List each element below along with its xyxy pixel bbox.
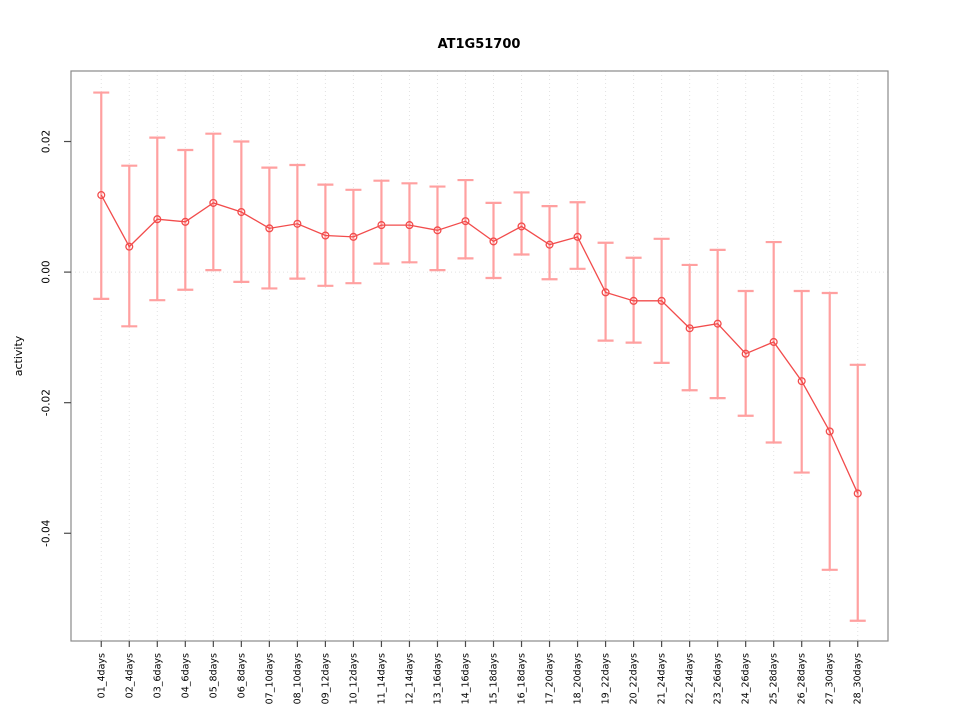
data-point-22_24days (685, 324, 694, 333)
data-point-10_12days (349, 232, 358, 241)
data-point-27_30days (825, 427, 834, 436)
x-tick-label-20_22days: 20_22days (629, 653, 640, 704)
x-tick-label-08_10days: 08_10days (292, 653, 303, 704)
data-point-12_14days (405, 221, 414, 230)
data-point-05_8days (209, 198, 218, 207)
data-point-02_4days (125, 242, 134, 251)
data-point-15_18days (489, 237, 498, 246)
y-tick-label-0.00: 0.00 (41, 260, 53, 283)
data-point-26_28days (797, 377, 806, 386)
error-bar-15_18days (485, 201, 502, 280)
x-tick-label-16_18days: 16_18days (517, 653, 528, 704)
x-tick-label-27_30days: 27_30days (825, 653, 836, 704)
y-tick-label--0.02: -0.02 (41, 389, 53, 416)
x-tick-label-01_4days: 01_4days (96, 653, 107, 698)
x-tick-label-14_16days: 14_16days (460, 653, 471, 704)
data-point-20_22days (629, 296, 638, 305)
y-axis-label: activity (12, 335, 25, 376)
x-tick-label-22_24days: 22_24days (685, 653, 696, 704)
data-point-07_10days (265, 224, 274, 233)
error-bar-17_20days (541, 205, 558, 281)
x-tick-label-06_8days: 06_8days (236, 653, 247, 698)
data-point-03_6days (153, 215, 162, 224)
x-tick-label-10_12days: 10_12days (348, 653, 359, 704)
data-point-19_22days (601, 288, 610, 297)
x-tick-label-25_28days: 25_28days (769, 653, 780, 704)
data-point-11_14days (377, 221, 386, 230)
data-point-28_30days (853, 489, 862, 498)
data-point-08_10days (293, 219, 302, 228)
data-point-13_16days (433, 226, 442, 235)
error-bar-18_20days (569, 201, 586, 270)
y-tick-label--0.04: -0.04 (41, 519, 53, 546)
error-bar-13_16days (429, 185, 446, 272)
plot-frame (70, 70, 889, 642)
error-bar-14_16days (457, 178, 474, 260)
series-line (100, 194, 859, 494)
data-point-01_4days (97, 191, 106, 200)
data-point-16_18days (517, 222, 526, 231)
data-point-14_16days (461, 217, 470, 226)
x-tick-label-19_22days: 19_22days (601, 653, 612, 704)
data-point-18_20days (573, 232, 582, 241)
error-bar-05_8days (205, 132, 222, 272)
x-tick-label-26_28days: 26_28days (797, 653, 808, 704)
data-points (97, 191, 862, 498)
chart-title: AT1G51700 (438, 37, 521, 52)
data-point-21_24days (657, 296, 666, 305)
data-point-24_26days (741, 349, 750, 358)
x-tick-label-23_26days: 23_26days (713, 653, 724, 704)
x-tick-label-24_26days: 24_26days (741, 653, 752, 704)
x-tick-label-09_12days: 09_12days (320, 653, 331, 704)
error-bars (93, 91, 866, 622)
x-tick-label-05_8days: 05_8days (208, 653, 219, 698)
x-tick-label-15_18days: 15_18days (489, 653, 500, 704)
data-point-04_6days (181, 217, 190, 226)
gridlines (71, 71, 888, 641)
x-tick-label-17_20days: 17_20days (545, 653, 556, 704)
error-bar-12_14days (401, 182, 418, 264)
data-point-23_26days (713, 319, 722, 328)
x-tick-label-21_24days: 21_24days (657, 653, 668, 704)
x-tick-label-11_14days: 11_14days (376, 653, 387, 704)
y-tick-label-0.02: 0.02 (41, 130, 53, 153)
x-tick-label-03_6days: 03_6days (152, 653, 163, 698)
x-tick-label-07_10days: 07_10days (264, 653, 275, 704)
data-point-09_12days (321, 231, 330, 240)
x-tick-label-28_30days: 28_30days (853, 653, 864, 704)
x-tick-label-02_4days: 02_4days (124, 653, 135, 698)
x-tick-label-13_16days: 13_16days (432, 653, 443, 704)
x-tick-label-12_14days: 12_14days (404, 653, 415, 704)
series-polyline (100, 194, 859, 494)
x-tick-label-04_6days: 04_6days (180, 653, 191, 698)
data-point-17_20days (545, 240, 554, 249)
x-tick-label-18_20days: 18_20days (573, 653, 584, 704)
axis-ticks-and-labels: 0.02 0.00 -0.02 -0.04 01_4days 02_4days 03_6da… (41, 130, 864, 705)
error-bar-04_6days (177, 148, 194, 291)
error-bar-08_10days (289, 163, 306, 280)
data-point-25_28days (769, 337, 778, 347)
plot-border (70, 70, 889, 642)
data-point-06_8days (237, 207, 246, 217)
